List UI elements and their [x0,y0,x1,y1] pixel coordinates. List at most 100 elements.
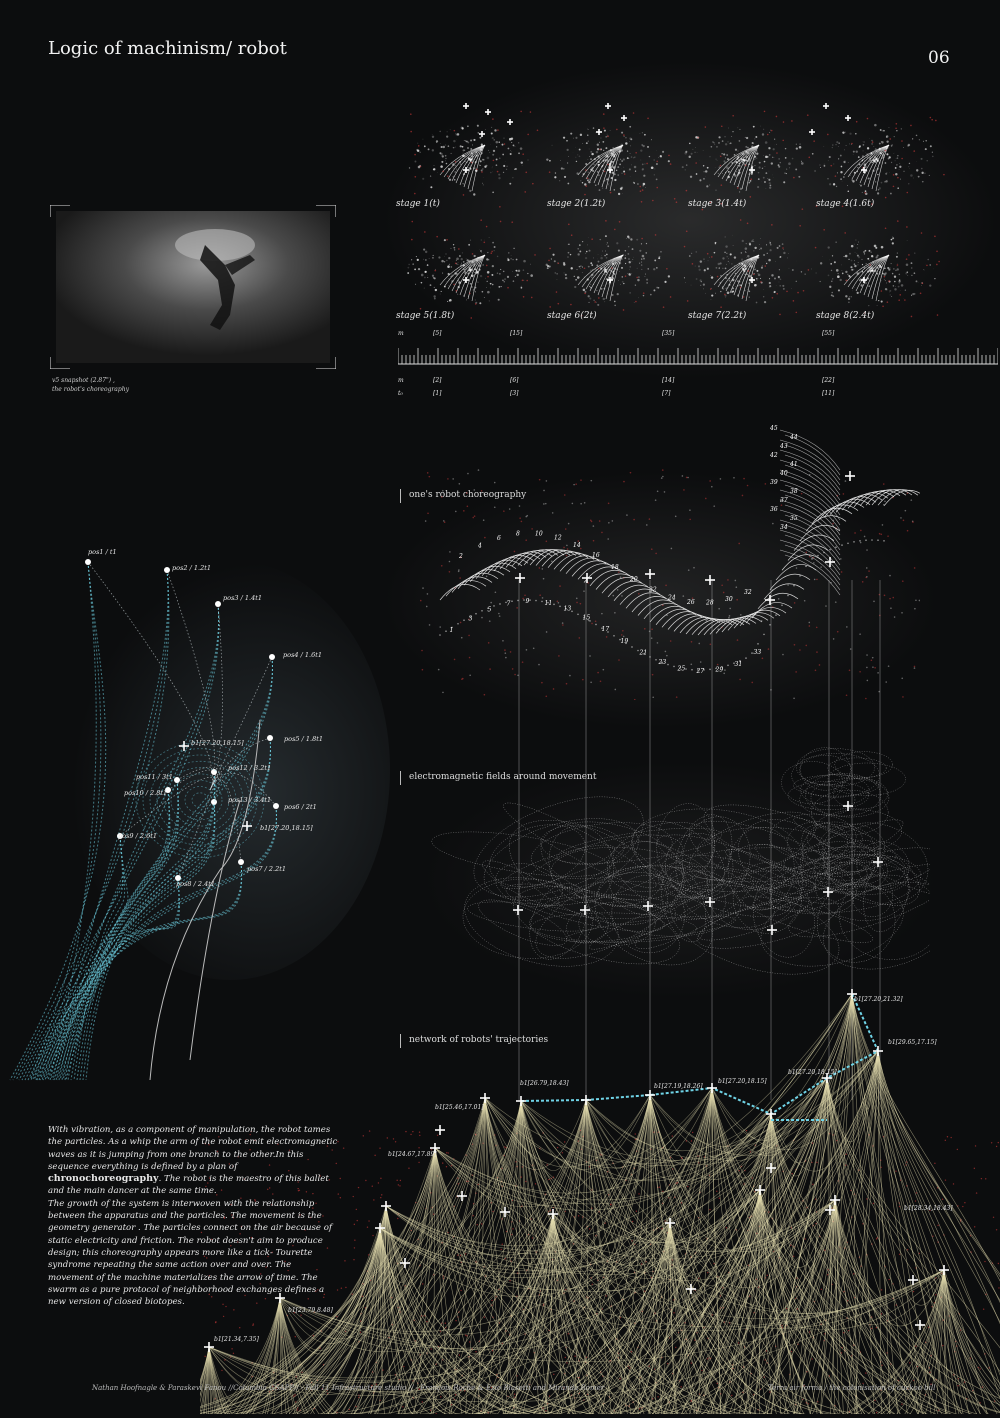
timeline-bottom-mark-4: [11] [822,390,834,397]
net-label-8: b1[24.67,17.89] [388,1151,437,1158]
svg-text:28: 28 [705,600,714,607]
svg-text:29: 29 [715,666,724,673]
cross-marker [873,857,883,867]
svg-text:34: 34 [780,524,788,531]
footer-project: Terra air forma / the colonisation of cu… [768,1384,935,1392]
cross-marker [809,129,815,135]
stage-label-3: stage 3(1.4t) [688,199,746,209]
stage-label-1: stage 1(t) [396,199,440,209]
cross-marker [582,573,592,583]
timeline-mid-row-label: m [398,377,404,384]
stage-label-6: stage 6(2t) [547,311,597,321]
stages-panel [396,90,1000,340]
cross-marker [843,801,853,811]
svg-text:35: 35 [790,515,798,522]
net-label-3: b1[27.20,18.15] [788,1069,837,1076]
svg-text:30: 30 [725,596,733,603]
page-title: Logic of machinism/ robot [48,38,287,59]
stage-label-2: stage 2(1.2t) [547,199,605,209]
svg-text:43: 43 [779,443,788,450]
svg-text:22: 22 [648,586,657,593]
net-label-6: b1[26.79,18.43] [520,1080,569,1087]
cross-marker [845,471,855,481]
svg-text:32: 32 [744,589,752,596]
pos-label-2: pos2 / 1.2t1 [172,564,211,572]
svg-text:17: 17 [602,626,610,633]
timeline-top-row-label: m [398,330,404,337]
svg-text:5: 5 [488,606,492,613]
timeline-bottom-mark-2: [3] [510,390,519,397]
position-point-12 [211,769,217,775]
ruler-ticks [398,344,998,372]
stage-figure-5 [407,219,536,318]
pos-label-6: pos6 / 2t1 [284,803,317,811]
snapshot-caption-line2: the robot's choreography [52,385,129,394]
video-snapshot [50,205,336,369]
pos-label-10: pos10 / 2.8t1 [124,789,167,797]
stage-label-7: stage 7(2.2t) [688,311,746,321]
svg-text:41: 41 [789,461,798,468]
svg-text:11: 11 [545,600,553,607]
svg-text:3: 3 [469,616,473,623]
pos-label-9: pos9 / 2.6t1 [118,832,157,840]
svg-text:12: 12 [554,534,562,541]
svg-text:36: 36 [770,506,778,513]
timeline-mid-mark-4: [22] [822,377,834,384]
timeline-ruler [398,344,998,372]
position-point-7 [238,859,244,865]
fields-diagram [410,740,930,980]
pos-label-4: pos4 / 1.6t1 [283,651,322,659]
svg-text:45: 45 [769,425,778,432]
pos-label-5: pos5 / 1.8t1 [284,735,323,743]
timeline-mid-mark-1: [2] [433,377,442,384]
cross-marker [381,1201,391,1211]
pos-label-8: pos8 / 2.4t1 [176,880,215,888]
net-label-11: b1[28.34,18.43] [904,1205,953,1212]
cross-marker [463,103,469,109]
net-label-5: b1[27.19,18.26] [654,1083,703,1090]
svg-text:25: 25 [677,665,686,672]
svg-text:14: 14 [573,542,581,549]
cross-marker [596,129,602,135]
cross-marker [479,131,485,137]
svg-text:20: 20 [629,576,638,583]
timeline-bottom-mark-1: [1] [433,390,442,397]
choreography-strands: 1234567891011121314151617181920212223242… [420,410,920,700]
cross-marker [580,905,590,915]
chronochoreography-term: chronochoreography [48,1173,159,1184]
position-point-3 [215,601,221,607]
svg-text:42: 42 [769,452,778,459]
net-label-9: b1[21.34,7.35] [214,1336,259,1343]
net-label-4: b1[27.20,18.15] [718,1078,767,1085]
svg-text:6: 6 [497,535,501,542]
svg-text:33: 33 [754,649,762,656]
svg-text:16: 16 [592,552,600,559]
cross-marker [463,167,469,173]
cross-marker [645,569,655,579]
cross-marker [823,103,829,109]
cross-marker [179,741,189,751]
body-text: With vibration, as a component of manipu… [48,1124,338,1308]
timeline-bottom-row-label: t₀ [398,390,403,397]
svg-text:9: 9 [526,598,530,605]
stage-label-8: stage 8(2.4t) [816,311,874,321]
svg-text:19: 19 [621,638,629,645]
cross-marker [204,1342,214,1352]
cross-marker [435,1125,445,1135]
stage-figure-7 [684,219,809,315]
position-point-4 [269,654,275,660]
stage-figure-3 [682,111,812,211]
cross-marker [621,115,627,121]
stage-figure-8 [811,220,940,317]
timeline-top-mark-1: [5] [433,330,442,337]
stage-figure-2 [546,112,677,203]
timeline-mid-mark-2: [6] [510,377,519,384]
cross-marker [845,115,851,121]
svg-text:37: 37 [780,497,788,504]
cross-marker [645,1090,655,1100]
cross-marker [605,103,611,109]
timeline-mid-mark-3: [14] [662,377,674,384]
pos-coord-1: b1[27.20,18.15] [191,739,244,747]
cross-marker [707,1083,717,1093]
